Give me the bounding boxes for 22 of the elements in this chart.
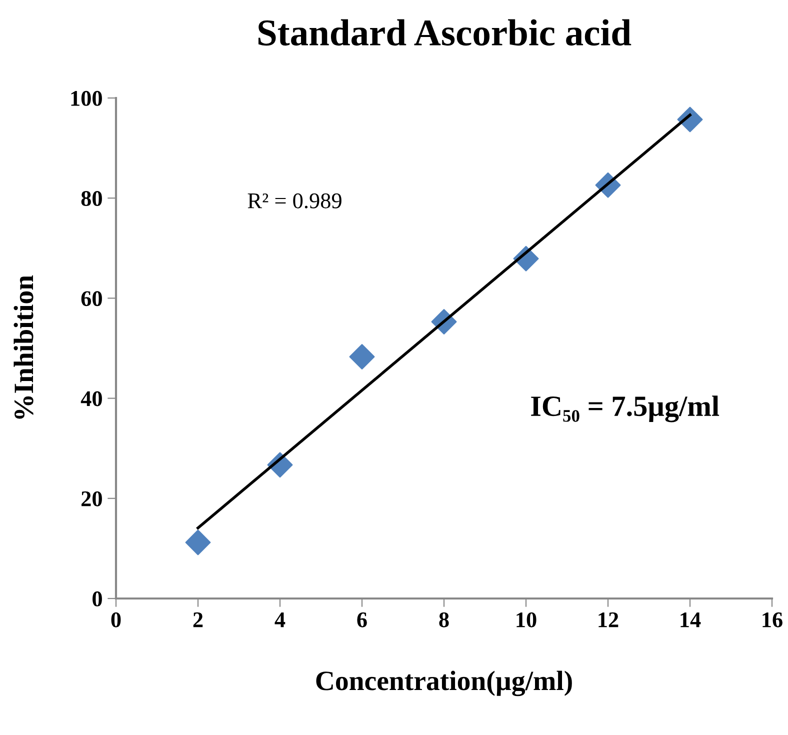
point (185, 530, 211, 556)
x-tick-label: 10 (516, 612, 536, 628)
x-axis-title: Concentration(µg/ml) (316, 670, 572, 696)
annotation: IC₅₀ = 7.5µg/ml (531, 396, 720, 422)
y-tick-label: 80 (81, 191, 102, 206)
x-tick-label: 14 (680, 612, 701, 628)
point (349, 344, 375, 370)
x-tick-label: 8 (439, 612, 449, 628)
y-tick-label: 0 (92, 591, 102, 606)
y-tick-label: 100 (71, 90, 102, 106)
x-tick-label: 2 (193, 612, 203, 628)
x-tick-label: 12 (598, 612, 618, 628)
x-tick-label: 4 (274, 612, 286, 628)
y-axis-title: %Inhibition (14, 275, 34, 419)
x-tick-label: 16 (762, 612, 782, 628)
annotation: R² = 0.989 (248, 193, 342, 208)
x-tick-label: 6 (357, 612, 367, 628)
y-tick-label: 40 (80, 391, 102, 406)
y-tick-label: 60 (81, 291, 102, 306)
x-tick-label: 0 (111, 612, 121, 628)
chart-title: Standard Ascorbic acid (258, 19, 632, 46)
y-tick-label: 20 (82, 491, 102, 506)
